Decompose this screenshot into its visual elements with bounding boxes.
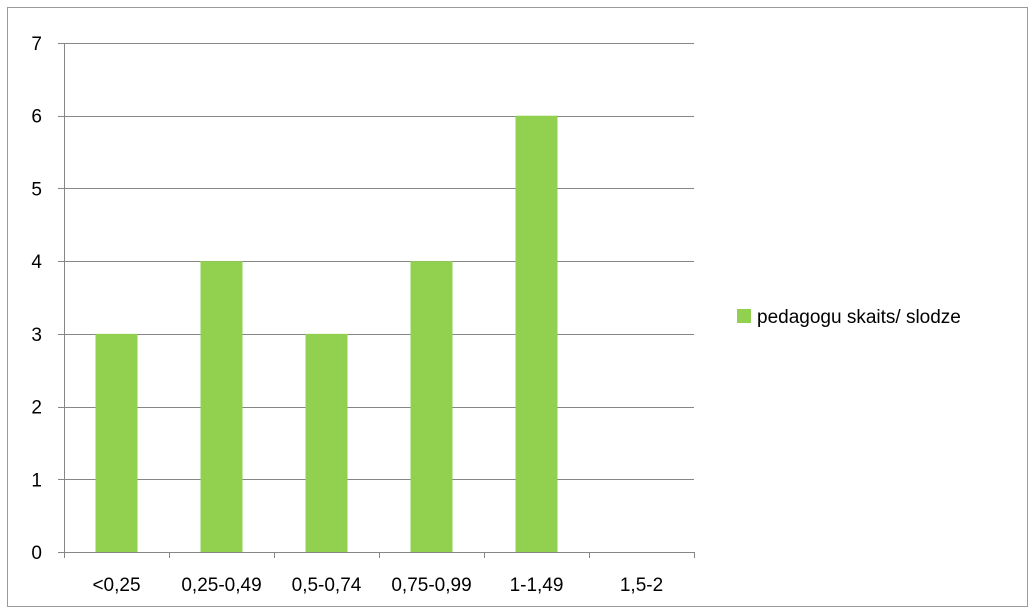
axes — [58, 43, 695, 558]
x-tick-labels: <0,25 0,25-0,49 0,5-0,74 0,75-0,99 1-1,49 1,5… — [92, 575, 663, 596]
y-tick-label: 5 — [31, 179, 42, 200]
bar — [200, 261, 243, 552]
y-tick-labels: 0 1 2 3 4 5 6 7 — [31, 34, 42, 564]
x-tick-label: <0,25 — [92, 575, 140, 596]
x-tick-label: 1-1,49 — [510, 575, 564, 596]
legend: pedagogu skaits/ slodze — [737, 307, 961, 328]
x-tick-label: 0,5-0,74 — [292, 575, 362, 596]
y-tick-label: 0 — [31, 543, 42, 564]
x-tick-label: 0,75-0,99 — [391, 575, 471, 596]
bar — [515, 115, 558, 552]
bar — [410, 261, 453, 552]
y-tick-label: 3 — [31, 325, 42, 346]
y-tick-label: 1 — [31, 470, 42, 491]
bars — [95, 115, 558, 552]
x-tick-label: 0,25-0,49 — [181, 575, 261, 596]
y-tick-label: 4 — [31, 252, 42, 273]
legend-swatch — [737, 309, 751, 323]
y-tick-label: 2 — [31, 398, 42, 419]
x-tick-label: 1,5-2 — [620, 575, 663, 596]
y-tick-label: 7 — [31, 34, 42, 55]
bar — [95, 333, 138, 552]
bar — [305, 333, 348, 552]
y-tick-label: 6 — [31, 107, 42, 128]
legend-label: pedagogu skaits/ slodze — [757, 307, 961, 328]
gridlines — [58, 43, 694, 480]
